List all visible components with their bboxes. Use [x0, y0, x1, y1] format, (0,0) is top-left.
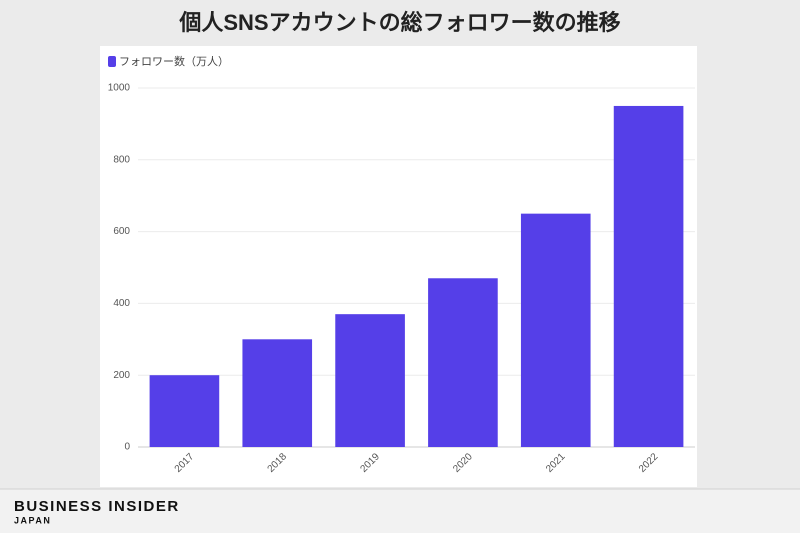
footer-bar — [0, 489, 800, 533]
legend-label: フォロワー数（万人） — [119, 55, 229, 68]
y-tick-label: 0 — [124, 442, 130, 453]
y-tick-label: 1000 — [108, 83, 131, 94]
footer-region: JAPAN — [14, 515, 51, 525]
y-tick-label: 400 — [113, 298, 130, 309]
bar — [335, 314, 405, 447]
y-tick-label: 800 — [113, 154, 130, 165]
y-tick-label: 200 — [113, 370, 130, 381]
bar — [149, 375, 220, 447]
bar — [242, 339, 313, 447]
bar — [520, 213, 591, 447]
bar — [428, 278, 498, 447]
legend-swatch — [108, 56, 116, 67]
footer-brand: BUSINESS INSIDER — [14, 498, 180, 515]
bar — [613, 105, 684, 447]
y-tick-label: 600 — [113, 226, 130, 237]
chart-title: 個人SNSアカウントの総フォロワー数の推移 — [178, 10, 620, 35]
